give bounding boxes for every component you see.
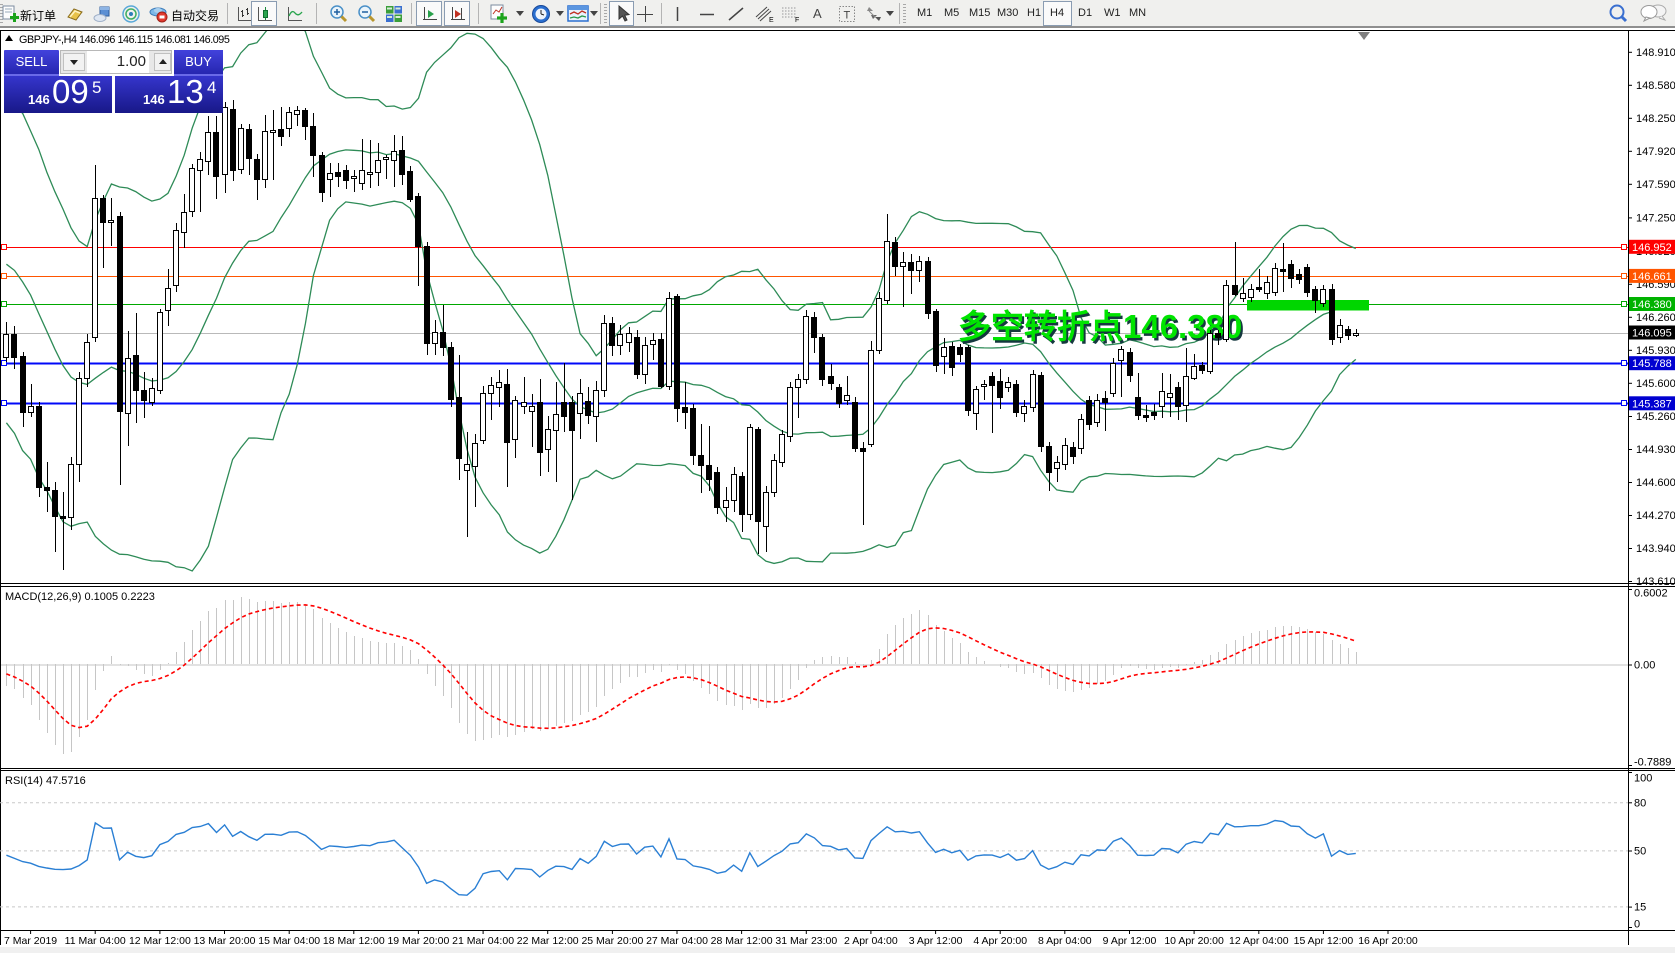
svg-text:28 Mar 12:00: 28 Mar 12:00 xyxy=(711,935,773,947)
svg-text:100: 100 xyxy=(1634,773,1652,785)
svg-text:80: 80 xyxy=(1634,797,1646,809)
svg-text:12 Mar 12:00: 12 Mar 12:00 xyxy=(129,935,191,947)
svg-text:144.600: 144.600 xyxy=(1636,477,1675,489)
svg-text:15: 15 xyxy=(1634,902,1646,914)
svg-text:147.590: 147.590 xyxy=(1636,179,1675,191)
svg-text:148.910: 148.910 xyxy=(1636,47,1675,59)
svg-text:147.920: 147.920 xyxy=(1636,146,1675,158)
svg-text:21 Mar 04:00: 21 Mar 04:00 xyxy=(452,935,514,947)
svg-text:GBPJPY-,H4 146.096 146.115 14: GBPJPY-,H4 146.096 146.115 146.081 146.0… xyxy=(19,34,230,46)
svg-text:144.930: 144.930 xyxy=(1636,444,1675,456)
svg-text:146.095: 146.095 xyxy=(1632,328,1672,340)
svg-text:143.940: 143.940 xyxy=(1636,543,1675,555)
svg-text:50: 50 xyxy=(1634,846,1646,858)
svg-text:9 Apr 12:00: 9 Apr 12:00 xyxy=(1103,935,1157,947)
svg-text:4 Apr 20:00: 4 Apr 20:00 xyxy=(973,935,1027,947)
svg-text:12 Apr 04:00: 12 Apr 04:00 xyxy=(1229,935,1289,947)
svg-text:0.6002: 0.6002 xyxy=(1634,588,1668,600)
svg-text:146.661: 146.661 xyxy=(1632,271,1672,283)
svg-text:15 Apr 12:00: 15 Apr 12:00 xyxy=(1294,935,1354,947)
svg-text:16 Apr 20:00: 16 Apr 20:00 xyxy=(1358,935,1418,947)
svg-text:146.380: 146.380 xyxy=(1632,299,1672,311)
svg-text:145.387: 145.387 xyxy=(1632,398,1672,410)
svg-text:146.952: 146.952 xyxy=(1632,242,1672,254)
svg-text:T: T xyxy=(844,10,851,22)
svg-text:148.250: 148.250 xyxy=(1636,113,1675,125)
svg-text:0: 0 xyxy=(1634,919,1640,931)
svg-text:多空转折点146.380: 多空转折点146.380 xyxy=(958,308,1242,345)
svg-text:3 Apr 12:00: 3 Apr 12:00 xyxy=(909,935,963,947)
svg-text:13 Mar 20:00: 13 Mar 20:00 xyxy=(194,935,256,947)
svg-text:多空转折点146.380: 多空转折点146.380 xyxy=(960,311,1244,348)
svg-text:-0.7889: -0.7889 xyxy=(1634,757,1671,769)
svg-text:15 Mar 04:00: 15 Mar 04:00 xyxy=(258,935,320,947)
svg-text:145.788: 145.788 xyxy=(1632,358,1672,370)
svg-text:145.930: 145.930 xyxy=(1636,345,1675,357)
svg-text:E: E xyxy=(769,17,774,23)
svg-text:7 Mar 2019: 7 Mar 2019 xyxy=(4,935,57,947)
svg-text:RSI(14) 47.5716: RSI(14) 47.5716 xyxy=(5,775,86,787)
svg-text:19 Mar 20:00: 19 Mar 20:00 xyxy=(387,935,449,947)
svg-text:143.610: 143.610 xyxy=(1636,576,1675,588)
svg-text:11 Mar 04:00: 11 Mar 04:00 xyxy=(65,935,126,947)
svg-text:146.260: 146.260 xyxy=(1636,312,1675,324)
svg-text:F: F xyxy=(795,17,799,23)
svg-text:145.600: 145.600 xyxy=(1636,378,1675,390)
svg-text:8 Apr 04:00: 8 Apr 04:00 xyxy=(1038,935,1092,947)
svg-text:0.00: 0.00 xyxy=(1634,660,1655,672)
svg-text:10 Apr 20:00: 10 Apr 20:00 xyxy=(1164,935,1224,947)
svg-text:144.270: 144.270 xyxy=(1636,510,1675,522)
svg-text:147.250: 147.250 xyxy=(1636,212,1675,224)
svg-text:145.260: 145.260 xyxy=(1636,411,1675,423)
svg-text:25 Mar 20:00: 25 Mar 20:00 xyxy=(581,935,643,947)
svg-text:27 Mar 04:00: 27 Mar 04:00 xyxy=(646,935,708,947)
svg-text:148.580: 148.580 xyxy=(1636,80,1675,92)
svg-text:18 Mar 12:00: 18 Mar 12:00 xyxy=(323,935,385,947)
svg-text:MACD(12,26,9) 0.1005 0.2223: MACD(12,26,9) 0.1005 0.2223 xyxy=(5,591,155,603)
svg-text:2 Apr 04:00: 2 Apr 04:00 xyxy=(844,935,898,947)
svg-text:22 Mar 12:00: 22 Mar 12:00 xyxy=(517,935,579,947)
svg-text:31 Mar 23:00: 31 Mar 23:00 xyxy=(775,935,837,947)
